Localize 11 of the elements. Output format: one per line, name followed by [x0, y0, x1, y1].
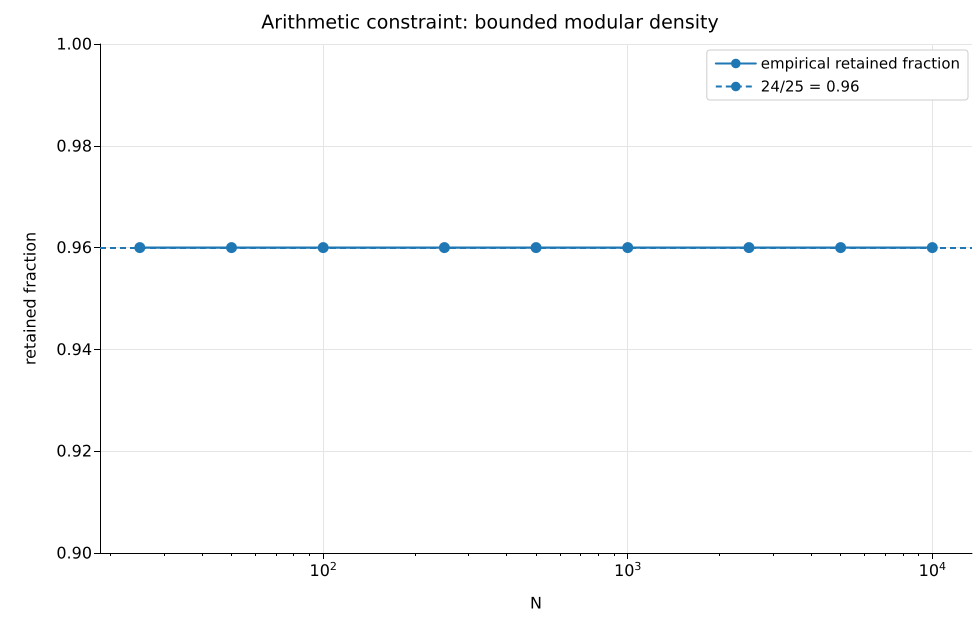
- y-tick-label: 0.94: [56, 340, 92, 359]
- x-axis-title: N: [530, 594, 542, 612]
- y-tick-label: 0.98: [56, 136, 92, 156]
- chart-title: Arithmetic constraint: bounded modular density: [261, 12, 719, 34]
- legend-label: empirical retained fraction: [760, 54, 960, 72]
- y-tick-label: 1.00: [56, 34, 92, 54]
- y-tick-label: 0.92: [56, 442, 92, 461]
- y-tick-label: 0.96: [56, 238, 92, 258]
- legend-label: 24/25 = 0.96: [760, 78, 860, 96]
- y-axis-title: retained fraction: [20, 232, 40, 366]
- y-tick-label: 0.90: [56, 544, 92, 562]
